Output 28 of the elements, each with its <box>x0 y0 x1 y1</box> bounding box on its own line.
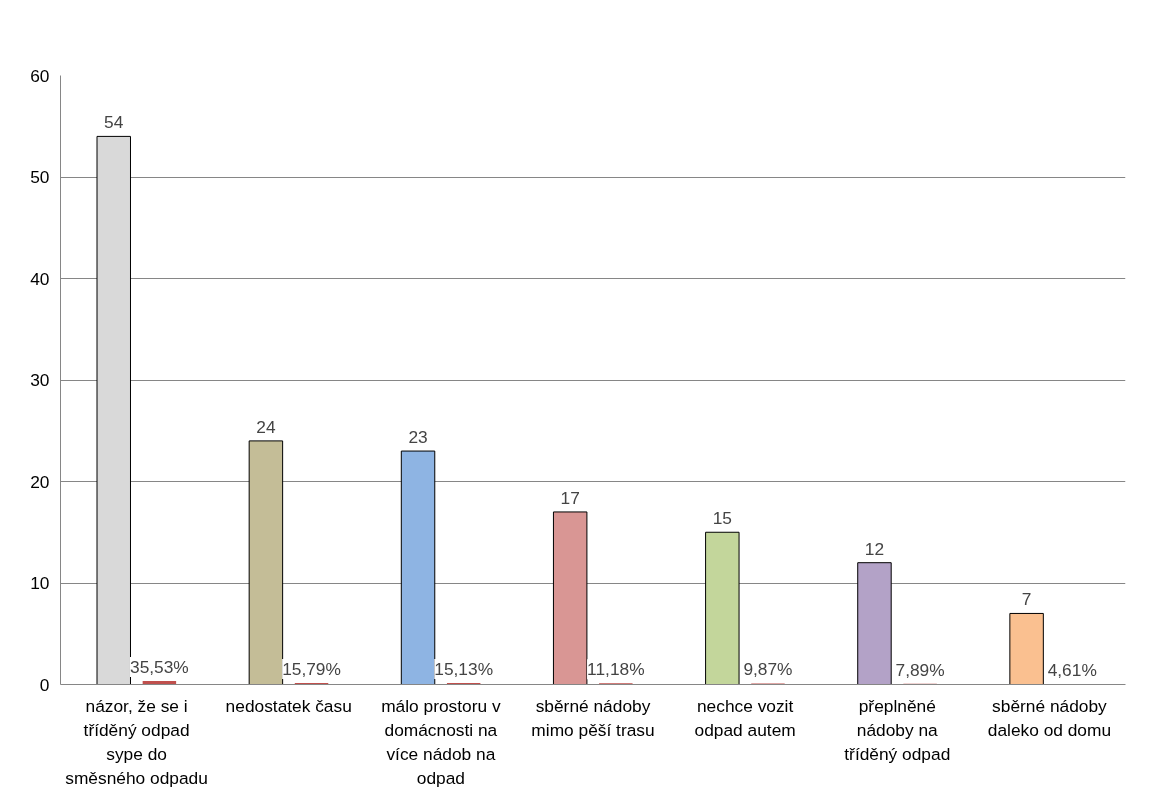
data-label: 15,13% <box>434 658 494 679</box>
data-label: 54 <box>104 112 124 133</box>
data-label: 7 <box>1021 589 1032 610</box>
y-tick-label: 0 <box>39 674 50 695</box>
y-tick-label: 50 <box>30 167 50 187</box>
data-label: 15,79% <box>282 658 341 679</box>
y-tick-label: 60 <box>30 65 50 86</box>
data-label: 17 <box>560 487 580 508</box>
x-tick-label: přeplněné nádoby na tříděný odpad <box>844 695 951 764</box>
data-label: 4,61% <box>1047 660 1097 681</box>
x-tick-label: nechce vozit odpad autem <box>694 695 796 740</box>
x-tick-label: názor, že se i tříděný odpad sype do směsného odpadu <box>65 695 208 788</box>
x-tick-label: nedostatek času <box>225 695 352 716</box>
y-tick-label: 40 <box>30 268 50 289</box>
x-tick-label: málo prostoru v domácnosti na více nádob na odpad <box>381 695 501 788</box>
data-label: 11,18% <box>587 659 645 680</box>
x-tick-label: sběrné nádoby mimo pěší trasu <box>531 695 655 740</box>
x-tick-label: sběrné nádoby daleko od domu <box>987 695 1112 740</box>
data-label: 7,89% <box>895 659 945 680</box>
y-tick-label: 10 <box>30 573 50 593</box>
data-label: 35,53% <box>130 656 189 677</box>
y-tick-label: 20 <box>30 471 50 492</box>
data-label: 24 <box>256 416 276 437</box>
data-label: 12 <box>864 538 885 559</box>
y-tick-label: 30 <box>30 370 50 390</box>
data-label: 9,87% <box>743 659 793 680</box>
data-label: 15 <box>712 508 732 529</box>
data-label: 23 <box>408 427 428 448</box>
